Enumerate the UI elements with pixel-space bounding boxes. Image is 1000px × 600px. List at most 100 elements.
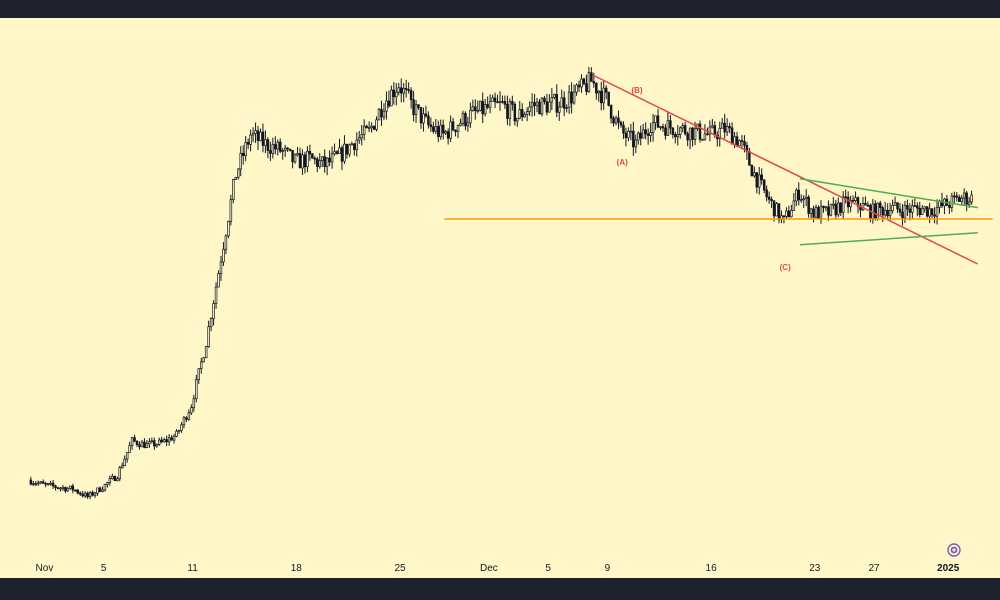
add-button[interactable]	[947, 543, 961, 557]
candle	[760, 168, 763, 185]
time-axis[interactable]	[0, 558, 1000, 578]
candle	[483, 98, 487, 117]
candle	[118, 465, 122, 482]
candle	[69, 485, 72, 490]
candle	[799, 194, 803, 203]
candle-body	[676, 134, 680, 138]
candle	[214, 282, 218, 309]
candle-body	[313, 157, 317, 160]
candle-body	[730, 127, 734, 145]
candle	[172, 433, 176, 444]
candle-body	[61, 487, 65, 489]
candle-body	[377, 108, 381, 121]
candle-body	[839, 202, 842, 213]
candle	[325, 157, 329, 176]
candle	[153, 437, 156, 450]
triangle-upper-line[interactable]	[799, 178, 978, 209]
candle-body	[518, 109, 522, 119]
candle	[920, 204, 924, 215]
candle-body	[187, 412, 191, 420]
candle-body	[535, 101, 539, 107]
candle	[343, 135, 346, 164]
candle	[827, 200, 830, 221]
candle-body	[64, 487, 67, 492]
candle-body	[229, 199, 233, 222]
candle	[437, 120, 440, 143]
candle-body	[190, 407, 193, 414]
candle-body	[432, 126, 435, 132]
candle	[182, 415, 186, 429]
candle	[535, 97, 539, 113]
candle-body	[678, 127, 682, 135]
candle-body	[703, 133, 707, 140]
candle	[244, 136, 247, 162]
candle-body	[148, 441, 151, 445]
candle	[162, 437, 166, 443]
candle	[49, 480, 52, 486]
candle	[740, 135, 744, 150]
candle	[918, 201, 922, 218]
candle	[202, 356, 205, 363]
price-chart[interactable]: (A) (B) (C) Nov 5 11 18 25 Dec 5 9 16 23 27 2025	[0, 18, 1000, 578]
candle	[545, 93, 549, 116]
candle-body	[353, 143, 356, 150]
candle	[59, 486, 62, 492]
candle-body	[483, 104, 487, 115]
candle	[37, 480, 40, 486]
candle-body	[219, 261, 223, 274]
candle	[429, 117, 433, 132]
candle-body	[209, 318, 213, 328]
candle-body	[545, 101, 549, 113]
candle	[834, 199, 838, 219]
candle-body	[74, 489, 77, 492]
trendlines-layer[interactable]	[444, 74, 993, 265]
candle-body	[303, 154, 307, 168]
candle-body	[760, 174, 763, 181]
candle	[269, 141, 272, 162]
candle-body	[962, 192, 966, 199]
candle-body	[738, 140, 741, 146]
candle	[523, 111, 526, 118]
chart-area[interactable]: (A) (B) (C) Nov 5 11 18 25 Dec 5 9 16 23 27 2025	[0, 18, 1000, 578]
candle	[256, 126, 260, 150]
candle-body	[276, 141, 280, 150]
candle	[372, 125, 376, 131]
candle-body	[493, 97, 497, 103]
candle	[765, 185, 768, 202]
wave-label: (A)	[617, 158, 628, 167]
x-tick-label: 16	[706, 563, 718, 574]
candle	[111, 473, 114, 480]
candle	[175, 429, 178, 438]
candle	[661, 123, 665, 132]
candle	[407, 82, 410, 94]
candle	[797, 182, 801, 206]
candle	[627, 127, 630, 142]
candle-body	[125, 452, 129, 460]
candle	[237, 168, 240, 180]
candle	[837, 197, 840, 218]
candle	[293, 153, 297, 164]
candle-body	[511, 101, 514, 105]
descending-resistance-line[interactable]	[592, 74, 979, 265]
candle-body	[644, 129, 647, 135]
candle	[311, 153, 314, 159]
candle-body	[120, 465, 124, 469]
candle	[481, 92, 484, 124]
triangle-lower-line[interactable]	[799, 232, 978, 246]
candle-body	[380, 108, 383, 118]
candle	[39, 481, 42, 485]
candle	[851, 195, 855, 203]
candle-body	[476, 110, 480, 112]
candle	[212, 300, 215, 326]
candle	[753, 166, 756, 178]
candle-body	[908, 208, 912, 213]
candle-body	[185, 417, 188, 420]
wave-label: (B)	[631, 86, 642, 95]
candle	[464, 111, 467, 131]
candle-body	[637, 132, 640, 141]
candle-body	[671, 127, 675, 135]
candle	[525, 107, 529, 122]
x-tick-label: 5	[101, 563, 107, 574]
candle	[629, 123, 633, 141]
candle-body	[548, 101, 551, 113]
